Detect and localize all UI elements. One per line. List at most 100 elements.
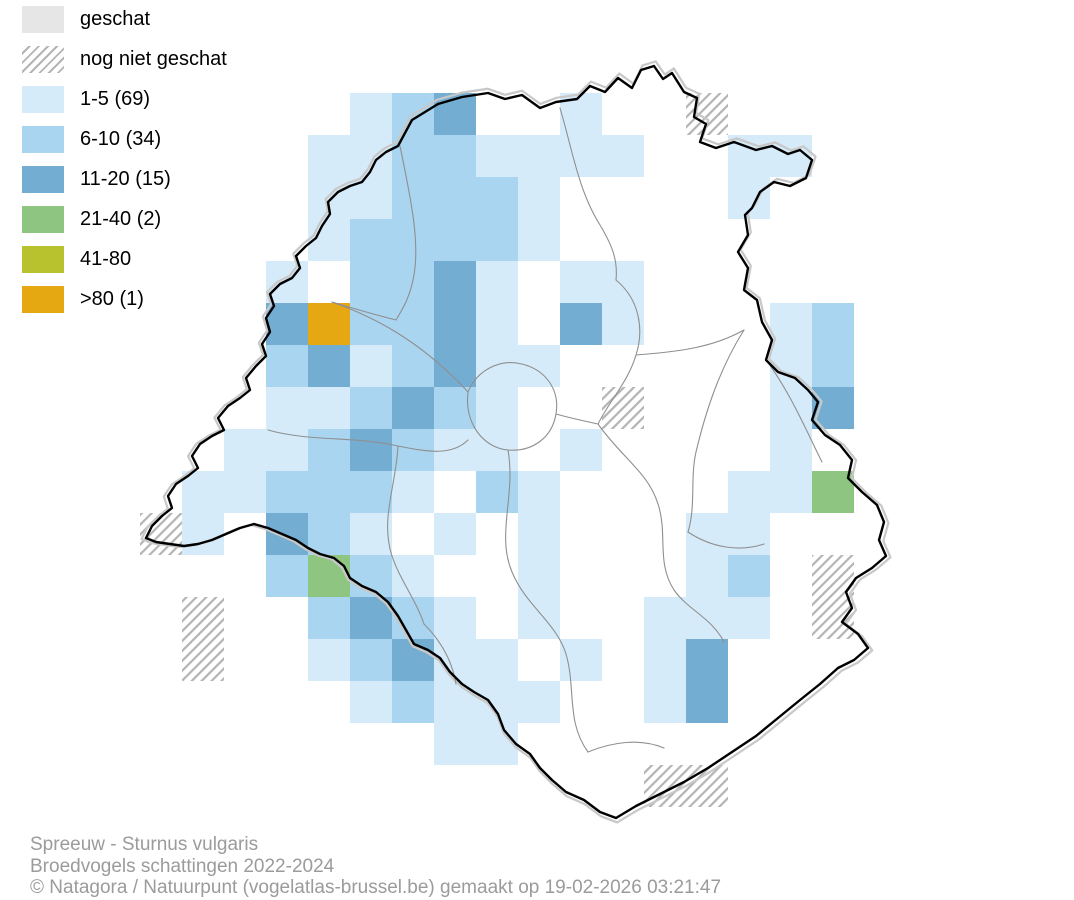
grid-cell-1-5 [476, 345, 518, 387]
grid-cell-11-20 [686, 681, 728, 723]
grid-cell-1-5 [434, 597, 476, 639]
grid-cell-11-20 [686, 639, 728, 681]
grid-cell-1-5 [770, 303, 812, 345]
legend-item-est: geschat [22, 6, 227, 33]
grid-cell-1-5 [644, 681, 686, 723]
grid-cell-1-5 [686, 513, 728, 555]
legend-item-label: 21-40 (2) [80, 208, 162, 230]
grid-cell-11-20 [350, 429, 392, 471]
grid-cell-1-5 [770, 429, 812, 471]
grid-cell-6-10 [350, 261, 392, 303]
municipality-border [635, 329, 745, 356]
grid-cell-6-10 [350, 387, 392, 429]
grid-cell-1-5 [476, 261, 518, 303]
grid-cell-6-10 [266, 555, 308, 597]
grid-cell-1-5 [476, 387, 518, 429]
grid-cell-1-5 [350, 93, 392, 135]
grid-cell-6-10 [308, 471, 350, 513]
grid-cell-1-5 [224, 471, 266, 513]
legend-item-label: geschat [80, 8, 151, 30]
grid-cell-hatch [182, 597, 224, 639]
grid-cell-21-40 [308, 555, 350, 597]
grid-cell-6-10 [812, 303, 854, 345]
grid-cell-6-10 [434, 177, 476, 219]
grid-cell-1-5 [518, 219, 560, 261]
grid-cell-1-5 [308, 639, 350, 681]
grid-cell-6-10 [266, 471, 308, 513]
grid-cell-hatch [140, 513, 182, 555]
grid-cell-1-5 [476, 303, 518, 345]
grid-cell-11-20 [392, 387, 434, 429]
legend-item-label: >80 (1) [80, 288, 144, 310]
grid-cell-6-10 [392, 303, 434, 345]
grid-cell-1-5 [266, 387, 308, 429]
municipality-border [559, 107, 617, 281]
grid-cell-6-10 [728, 555, 770, 597]
grid-cell-1-5 [518, 471, 560, 513]
grid-cell-11-20 [308, 345, 350, 387]
grid-cell-hatch [602, 387, 644, 429]
grid-cell-1-5 [728, 177, 770, 219]
grid-cell-11-20 [266, 303, 308, 345]
grid-cell-hatch [182, 639, 224, 681]
grid-cell-1-5 [686, 597, 728, 639]
legend-item-hatch: nog niet geschat [22, 46, 227, 73]
grid-cells-layer [140, 93, 854, 807]
grid-cell-1-5 [728, 513, 770, 555]
municipality-border [331, 301, 469, 393]
grid-cell-1-5 [560, 261, 602, 303]
map-caption: Spreeuw - Sturnus vulgaris Broedvogels s… [30, 834, 721, 899]
map-legend: geschat nog niet geschat 1-5 (69) 6-10 (34)… [22, 6, 227, 326]
legend-swatch-hatch [22, 46, 64, 73]
municipality-border [687, 329, 745, 533]
grid-cell-1-5 [392, 555, 434, 597]
caption-species: Spreeuw - Sturnus vulgaris [30, 834, 259, 855]
grid-cell-1-5 [518, 597, 560, 639]
grid-cell-1-5 [518, 513, 560, 555]
grid-cell-1-5 [770, 387, 812, 429]
grid-cell-1-5 [308, 387, 350, 429]
grid-cell-1-5 [224, 429, 266, 471]
grid-cell-6-10 [434, 219, 476, 261]
region-outline-shadow [140, 60, 892, 824]
legend-item-label: 41-80 [80, 248, 132, 270]
grid-cell-1-5 [770, 135, 812, 177]
grid-cell-1-5 [518, 345, 560, 387]
municipality-border [267, 429, 469, 452]
legend-item-6-10: 6-10 (34) [22, 126, 227, 153]
grid-cell-6-10 [350, 303, 392, 345]
grid-cell-1-5 [728, 597, 770, 639]
grid-cell-1-5 [392, 471, 434, 513]
grid-cell-6-10 [266, 345, 308, 387]
grid-cell-1-5 [434, 513, 476, 555]
grid-cell-1-5 [560, 429, 602, 471]
legend-item-label: 11-20 (15) [80, 168, 171, 190]
grid-cell-1-5 [770, 471, 812, 513]
grid-cell-1-5 [182, 471, 224, 513]
grid-cell-6-10 [308, 513, 350, 555]
municipality-border [505, 449, 589, 753]
legend-item->80: >80 (1) [22, 286, 227, 313]
municipality-border [587, 741, 665, 753]
region-boundary [144, 64, 888, 820]
grid-cell-11-20 [434, 261, 476, 303]
legend-swatch-6-10 [22, 126, 64, 153]
grid-cell-6-10 [308, 597, 350, 639]
grid-cell-11-20 [560, 303, 602, 345]
grid-cell-6-10 [392, 177, 434, 219]
grid-cell-6-10 [392, 345, 434, 387]
grid-cell-1-5 [434, 723, 476, 765]
legend-item-label: 1-5 (69) [80, 88, 151, 110]
municipality-border [687, 531, 765, 549]
grid-cell-hatch [812, 597, 854, 639]
municipality-borders [267, 107, 823, 753]
legend-item-label: nog niet geschat [80, 48, 227, 70]
legend-swatch->80 [22, 286, 64, 313]
grid-cell-1-5 [602, 261, 644, 303]
grid-cell-1-5 [644, 597, 686, 639]
legend-item-11-20: 11-20 (15) [22, 166, 227, 193]
municipality-border [555, 413, 599, 425]
grid-cell-6-10 [434, 387, 476, 429]
